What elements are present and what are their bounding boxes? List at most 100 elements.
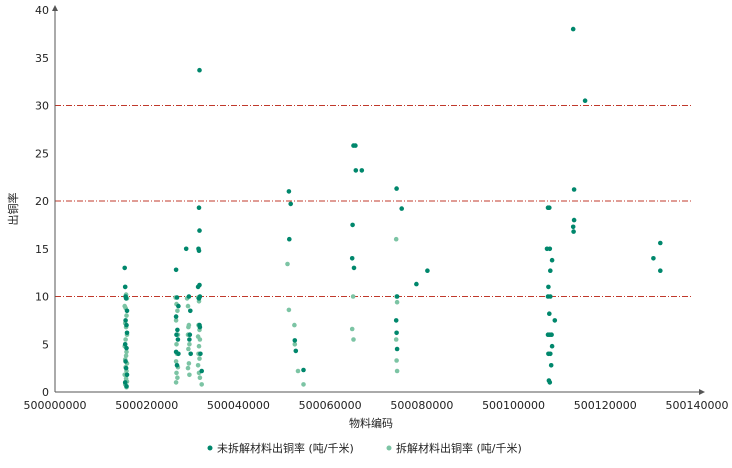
series-2-point xyxy=(197,356,202,361)
series-1-point xyxy=(582,98,588,103)
series-1-point xyxy=(188,351,193,357)
series-1-point xyxy=(394,346,400,352)
x-tick-label: 500080000 xyxy=(390,399,453,412)
series-1-point xyxy=(174,295,180,300)
series-1-point xyxy=(549,257,555,263)
y-tick-label: 10 xyxy=(35,291,49,304)
series-1-point xyxy=(174,332,179,338)
series-1-point xyxy=(195,284,201,290)
series-2-point xyxy=(350,294,356,299)
series-1-point xyxy=(122,380,128,385)
series-1-point xyxy=(175,327,180,333)
series-1-point xyxy=(188,308,193,314)
series-2-point xyxy=(185,365,191,371)
x-tick-label: 500100000 xyxy=(482,399,545,412)
series-2-point xyxy=(285,261,290,267)
series-2-point xyxy=(349,326,355,332)
series-1-point xyxy=(287,236,292,242)
series-2-point xyxy=(173,318,179,323)
series-1-point xyxy=(350,222,355,228)
series-2-point xyxy=(393,337,399,342)
y-axis-title: 出铜率 xyxy=(6,193,20,226)
series-1-point xyxy=(173,314,179,319)
series-2-point xyxy=(393,236,399,242)
x-tick-labels: 500000000 500020000 500040000 500060000 5000… xyxy=(24,399,729,412)
series-1-point xyxy=(658,268,663,274)
series-1-point xyxy=(393,318,399,323)
y-tick-label: 20 xyxy=(35,195,49,208)
series-1-point xyxy=(124,384,129,389)
series-2-point xyxy=(292,322,297,328)
series-1-point xyxy=(394,294,400,299)
series-1-point xyxy=(570,26,576,32)
series-1-point xyxy=(123,365,129,371)
series-1-point xyxy=(547,311,552,317)
series-1-point xyxy=(547,380,553,385)
series-2-point xyxy=(174,370,179,376)
y-axis-arrow-icon xyxy=(52,5,58,11)
series-1-point xyxy=(570,224,576,230)
series-2-point xyxy=(187,372,192,378)
series-1-point xyxy=(196,205,202,210)
series-1-point xyxy=(292,338,298,343)
x-axis-arrow-icon xyxy=(699,389,705,395)
series-1-point xyxy=(124,308,130,314)
series-2-point xyxy=(124,349,129,355)
series-1-point xyxy=(187,337,192,342)
series-2-point xyxy=(173,380,179,385)
series-1-point xyxy=(197,324,203,330)
series-2-point xyxy=(197,337,203,342)
series-2-point xyxy=(173,359,179,364)
series-1-point xyxy=(122,342,128,347)
series-2-point xyxy=(174,342,179,347)
y-tick-label: 0 xyxy=(42,386,49,399)
series-1-point xyxy=(197,67,202,73)
series-2-point xyxy=(199,382,204,387)
series-1-point xyxy=(187,332,193,338)
x-axis-title: 物料编码 xyxy=(349,416,393,430)
series-1-point xyxy=(288,201,294,207)
series-1-point xyxy=(123,359,128,364)
series-1-point xyxy=(124,330,130,336)
axes xyxy=(52,5,705,395)
series-2-point xyxy=(175,375,180,381)
series-2-point xyxy=(394,358,399,363)
series-1-points xyxy=(122,26,663,389)
series-1-point xyxy=(353,168,359,173)
y-tick-label: 25 xyxy=(35,147,49,160)
series-2-point xyxy=(186,346,191,352)
legend-label-series-2: 拆解材料出铜率 (吨/千米) xyxy=(396,441,522,455)
series-1-point xyxy=(571,187,577,192)
series-1-point xyxy=(545,332,551,338)
series-1-point xyxy=(351,265,357,271)
y-tick-label: 40 xyxy=(35,4,49,17)
series-1-point xyxy=(198,351,203,357)
series-2-point xyxy=(186,324,191,330)
series-2-point xyxy=(196,343,202,349)
series-1-point xyxy=(571,217,577,223)
series-2-point xyxy=(301,382,306,387)
legend-marker-series-2 xyxy=(386,445,392,451)
series-1-point xyxy=(122,265,127,271)
series-2-point xyxy=(123,337,128,342)
series-1-point xyxy=(571,229,576,234)
series-2-point xyxy=(351,337,356,342)
series-1-point xyxy=(651,255,656,261)
series-2-point xyxy=(197,375,203,381)
y-tick-labels: 0 5 10 15 20 25 30 35 40 xyxy=(35,4,49,399)
series-1-point xyxy=(552,318,558,323)
x-tick-label: 500000000 xyxy=(24,399,87,412)
series-1-point xyxy=(548,268,553,274)
series-1-point xyxy=(547,246,553,252)
series-1-point xyxy=(176,303,181,309)
series-1-point xyxy=(548,351,553,357)
series-2-point xyxy=(394,368,400,374)
y-tick-label: 5 xyxy=(42,338,49,351)
series-1-point xyxy=(196,296,202,301)
series-1-point xyxy=(123,296,129,301)
series-2-point xyxy=(185,303,191,309)
series-2-point xyxy=(186,361,192,366)
legend-label-series-1: 未拆解材料出铜率 (吨/千米) xyxy=(217,441,354,455)
series-1-point xyxy=(394,186,399,191)
